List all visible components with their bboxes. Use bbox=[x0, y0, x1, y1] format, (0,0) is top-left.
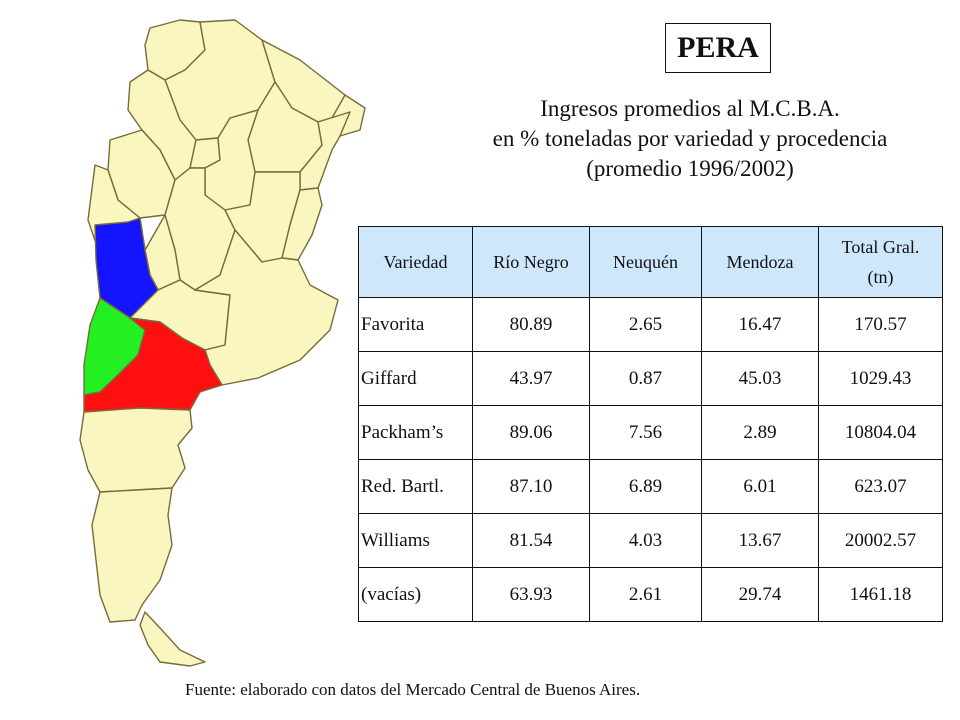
cell-neuquen: 0.87 bbox=[589, 351, 702, 406]
table-row: Red. Bartl. 87.10 6.89 6.01 623.07 bbox=[358, 459, 943, 514]
table-row: Williams 81.54 4.03 13.67 20002.57 bbox=[358, 513, 943, 568]
cell-variedad: Packham’s bbox=[358, 405, 473, 460]
cell-mendoza: 16.47 bbox=[701, 297, 819, 352]
header-rio-negro: Río Negro bbox=[472, 226, 590, 298]
cell-rio-negro: 80.89 bbox=[472, 297, 590, 352]
cell-neuquen: 2.61 bbox=[589, 567, 702, 622]
cell-rio-negro: 89.06 bbox=[472, 405, 590, 460]
province-buenos-aires bbox=[194, 229, 339, 386]
cell-variedad: Red. Bartl. bbox=[358, 459, 473, 514]
product-label: PERA bbox=[665, 23, 771, 73]
province-entre-rios bbox=[281, 187, 323, 261]
cell-total: 623.07 bbox=[818, 459, 943, 514]
chart-subtitle: Ingresos promedios al M.C.B.A. en % tone… bbox=[440, 94, 940, 184]
southern-provinces bbox=[79, 407, 206, 667]
subtitle-line-2: en % toneladas por variedad y procedenci… bbox=[492, 126, 888, 151]
table-row: Packham’s 89.06 7.56 2.89 10804.04 bbox=[358, 405, 943, 460]
cell-variedad: (vacías) bbox=[358, 567, 473, 622]
header-neuquen: Neuquén bbox=[589, 226, 702, 298]
cell-rio-negro: 81.54 bbox=[472, 513, 590, 568]
varieties-table: Variedad Río Negro Neuquén Mendoza Total… bbox=[358, 226, 943, 622]
cell-total: 1461.18 bbox=[818, 567, 943, 622]
province-mendoza bbox=[94, 217, 159, 319]
cell-mendoza: 13.67 bbox=[701, 513, 819, 568]
cell-variedad: Giffard bbox=[358, 351, 473, 406]
cell-variedad: Favorita bbox=[358, 297, 473, 352]
cell-neuquen: 7.56 bbox=[589, 405, 702, 460]
table-header-row: Variedad Río Negro Neuquén Mendoza Total… bbox=[358, 226, 943, 298]
cell-total: 170.57 bbox=[818, 297, 943, 352]
header-mendoza: Mendoza bbox=[701, 226, 819, 298]
cell-mendoza: 2.89 bbox=[701, 405, 819, 460]
cell-mendoza: 29.74 bbox=[701, 567, 819, 622]
province-chubut bbox=[79, 407, 193, 493]
cell-rio-negro: 43.97 bbox=[472, 351, 590, 406]
header-variedad: Variedad bbox=[358, 226, 473, 298]
cell-rio-negro: 87.10 bbox=[472, 459, 590, 514]
subtitle-line-3: (promedio 1996/2002) bbox=[586, 156, 794, 181]
cell-rio-negro: 63.93 bbox=[472, 567, 590, 622]
cell-mendoza: 45.03 bbox=[701, 351, 819, 406]
table-row: Giffard 43.97 0.87 45.03 1029.43 bbox=[358, 351, 943, 406]
cell-total: 10804.04 bbox=[818, 405, 943, 460]
province-tierra-del-fuego bbox=[139, 611, 206, 667]
header-total: Total Gral. (tn) bbox=[818, 226, 943, 298]
cell-neuquen: 6.89 bbox=[589, 459, 702, 514]
table-row: Favorita 80.89 2.65 16.47 170.57 bbox=[358, 297, 943, 352]
cell-variedad: Williams bbox=[358, 513, 473, 568]
source-note: Fuente: elaborado con datos del Mercado … bbox=[185, 680, 641, 699]
header-total-line-1: Total Gral. bbox=[841, 237, 920, 257]
cell-total: 20002.57 bbox=[818, 513, 943, 568]
cell-total: 1029.43 bbox=[818, 351, 943, 406]
argentina-map bbox=[79, 19, 366, 667]
table-row: (vacías) 63.93 2.61 29.74 1461.18 bbox=[358, 567, 943, 622]
cell-neuquen: 2.65 bbox=[589, 297, 702, 352]
province-santa-cruz bbox=[91, 487, 173, 623]
subtitle-line-1: Ingresos promedios al M.C.B.A. bbox=[540, 96, 840, 121]
cell-neuquen: 4.03 bbox=[589, 513, 702, 568]
header-total-line-2: (tn) bbox=[867, 267, 894, 287]
cell-mendoza: 6.01 bbox=[701, 459, 819, 514]
